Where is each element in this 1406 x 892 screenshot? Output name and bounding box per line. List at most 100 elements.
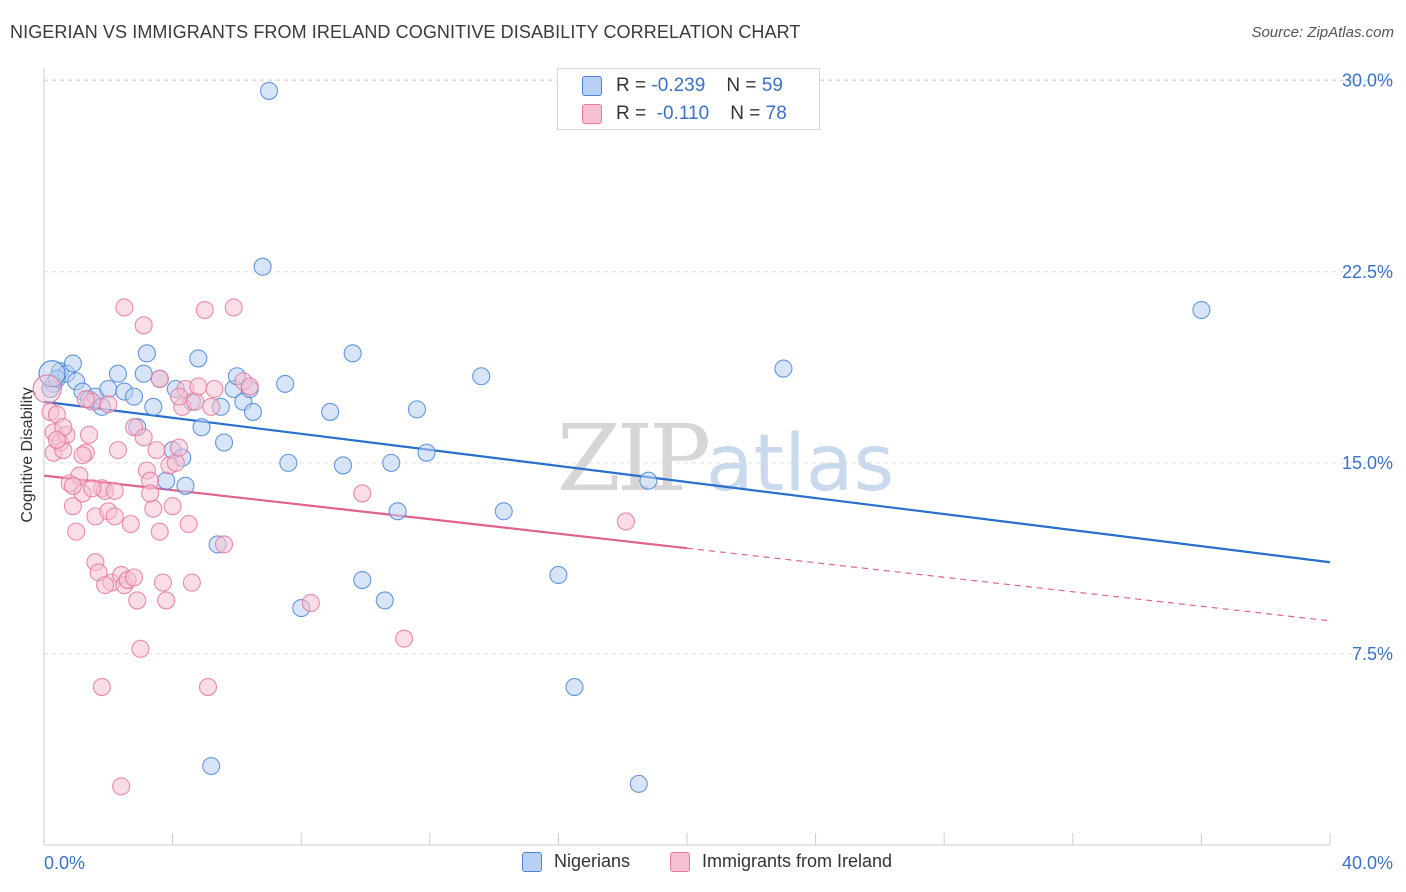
blue-swatch <box>582 76 602 96</box>
ireland-point <box>134 316 153 335</box>
ireland-point <box>79 425 99 444</box>
n-value-pink: 78 <box>765 103 787 124</box>
nigerian-point <box>321 402 340 421</box>
ireland-point <box>108 441 127 460</box>
ireland-point <box>128 591 147 610</box>
ireland-point <box>83 479 102 498</box>
nigerian-point <box>774 359 793 378</box>
stats-pink-text: R = -0.110 N = 78 <box>616 103 787 125</box>
ireland-point <box>92 678 111 697</box>
ireland-point <box>195 300 214 320</box>
stats-blue-text: R = -0.239 N = 59 <box>616 75 783 97</box>
ireland-point <box>76 390 95 409</box>
source-label: Source: ZipAtlas.com <box>1251 24 1394 41</box>
ireland-point <box>131 639 150 658</box>
ireland-point <box>63 476 82 495</box>
nigerian-point <box>176 476 195 495</box>
trend-line-nigerians <box>43 400 1331 564</box>
nigerian-point <box>189 349 208 368</box>
nigerian-point <box>99 379 118 399</box>
nigerian-point <box>388 502 407 521</box>
nigerian-point <box>375 591 394 610</box>
ireland-point <box>616 512 635 531</box>
ireland-point <box>124 568 144 587</box>
ireland-point <box>99 395 118 414</box>
ireland-point <box>47 430 66 449</box>
n-label: N = <box>726 75 757 96</box>
pink-swatch <box>582 104 602 124</box>
nigerian-point <box>243 402 263 421</box>
nigerian-point <box>343 344 362 363</box>
ireland-point <box>166 453 185 472</box>
nigerian-point <box>629 774 648 793</box>
ireland-point <box>157 591 176 610</box>
chart-title: NIGERIAN VS IMMIGRANTS FROM IRELAND COGN… <box>10 22 801 42</box>
ireland-point <box>112 777 131 796</box>
ireland-point <box>224 298 243 317</box>
ireland-point <box>73 446 92 465</box>
nigerian-point <box>565 678 584 697</box>
ireland-point <box>301 593 320 613</box>
nigerian-point <box>407 400 426 419</box>
pink-swatch <box>670 851 690 872</box>
nigerian-point <box>353 571 372 590</box>
stats-legend: R = -0.239 N = 59 R = -0.110 N = 78 <box>557 68 820 130</box>
y-tick-label: 15.0% <box>1342 453 1393 473</box>
ireland-point <box>150 369 169 388</box>
n-value-blue: 59 <box>761 75 783 96</box>
nigerian-point <box>137 344 156 363</box>
ireland-point <box>67 522 86 541</box>
legend-label-nigerians: Nigerians <box>554 851 631 871</box>
ireland-point <box>144 499 163 518</box>
x-tick-label-max: 40.0% <box>1342 853 1393 873</box>
nigerian-point <box>259 81 279 100</box>
legend-item-ireland[interactable]: Immigrants from Ireland <box>670 851 892 872</box>
ireland-point <box>198 678 218 697</box>
nigerian-point <box>214 433 234 452</box>
nigerian-point <box>63 354 82 373</box>
watermark-atlas: atlas <box>706 419 895 509</box>
nigerian-point <box>134 364 153 383</box>
tick-labels: 7.5% 15.0% 22.5% 30.0% 0.0% 40.0% <box>44 71 1393 873</box>
x-tick-label-min: 0.0% <box>44 853 85 873</box>
ireland-point <box>179 514 198 534</box>
ireland-point <box>240 377 259 396</box>
nigerian-point <box>382 453 401 472</box>
ireland-point <box>163 497 182 516</box>
nigerian-point <box>253 257 272 276</box>
bottom-legend: Nigerians Immigrants from Ireland <box>0 851 1406 879</box>
ireland-point-large <box>32 374 62 404</box>
trend-line-ireland-extrapolated <box>686 547 1331 622</box>
ireland-point <box>121 514 140 534</box>
nigerian-point <box>276 374 295 393</box>
n-label: N = <box>730 103 761 124</box>
nigerian-point <box>472 367 491 386</box>
legend-label-ireland: Immigrants from Ireland <box>702 851 893 871</box>
ireland-point <box>395 629 414 648</box>
nigerian-point <box>549 565 568 585</box>
ireland-point <box>202 397 221 416</box>
nigerian-point <box>333 456 353 475</box>
ireland-point <box>214 535 234 554</box>
nigerian-point <box>279 453 298 472</box>
nigerian-point <box>144 397 163 416</box>
ireland-point <box>153 573 173 592</box>
ireland-point <box>150 522 169 541</box>
y-tick-label: 22.5% <box>1342 262 1393 282</box>
ireland-point <box>115 298 134 317</box>
legend-item-nigerians[interactable]: Nigerians <box>522 851 630 872</box>
r-value-blue: -0.239 <box>651 75 706 96</box>
ireland-point <box>141 484 160 503</box>
watermark-zip: ZIP <box>557 405 708 512</box>
nigerian-point <box>202 756 221 776</box>
nigerian-point <box>494 502 513 521</box>
ireland-point <box>105 507 124 526</box>
gridlines <box>44 79 1395 655</box>
r-label: R = <box>616 75 647 96</box>
ireland-point <box>353 484 372 503</box>
ireland-point <box>182 573 201 592</box>
nigerian-point <box>639 471 658 490</box>
data-points <box>32 81 1211 796</box>
